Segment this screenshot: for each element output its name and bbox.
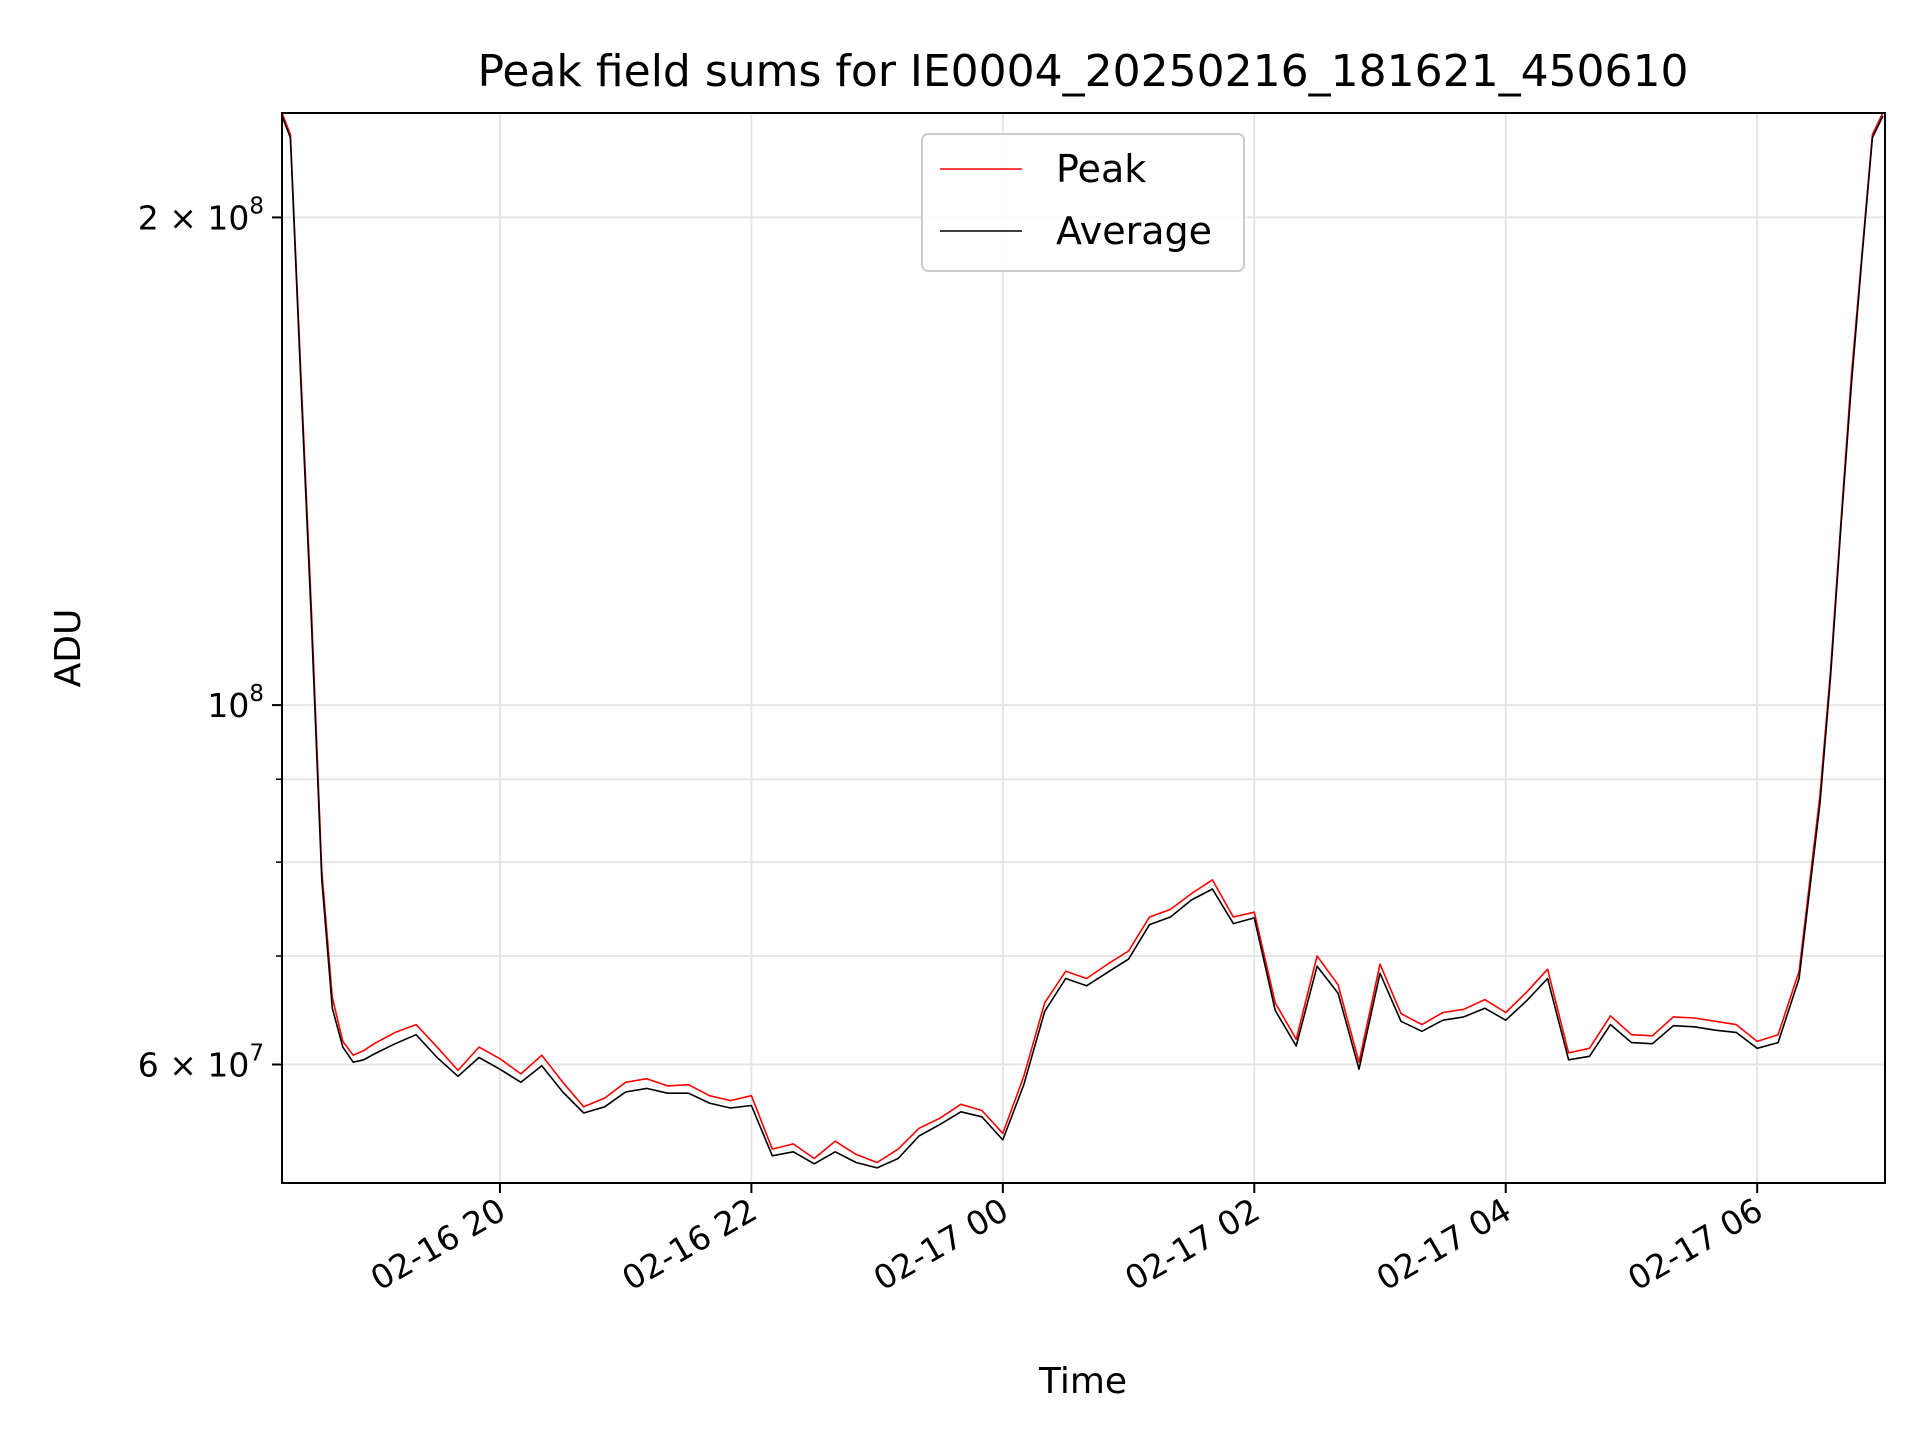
y-tick-label-base: 10 [207,686,249,725]
series-line-average [281,115,1884,1169]
plot-frame [281,112,1886,1184]
y-axis-label: ADU [48,609,89,688]
y-tick-label-exponent: 8 [249,193,264,219]
y-tick-label: 6 × 107 [138,1041,264,1085]
series-lines [281,112,1884,1169]
series-line-peak [281,112,1884,1164]
legend: Peak Average [921,133,1245,272]
y-tick-label-base: 6 × 10 [138,1046,250,1085]
y-tick-label: 2 × 108 [138,193,264,237]
legend-label-average: Average [1056,209,1212,253]
x-axis-label: Time [1038,1361,1127,1402]
y-tick-label-base: 2 × 10 [138,198,250,237]
y-tick-label-exponent: 7 [249,1041,264,1067]
y-tick-label-exponent: 8 [249,681,264,707]
y-tick-label: 108 [207,681,264,725]
grid-lines [282,113,1885,1183]
legend-label-peak: Peak [1056,147,1146,191]
chart-title: Peak field sums for IE0004_20250216_1816… [477,46,1688,97]
